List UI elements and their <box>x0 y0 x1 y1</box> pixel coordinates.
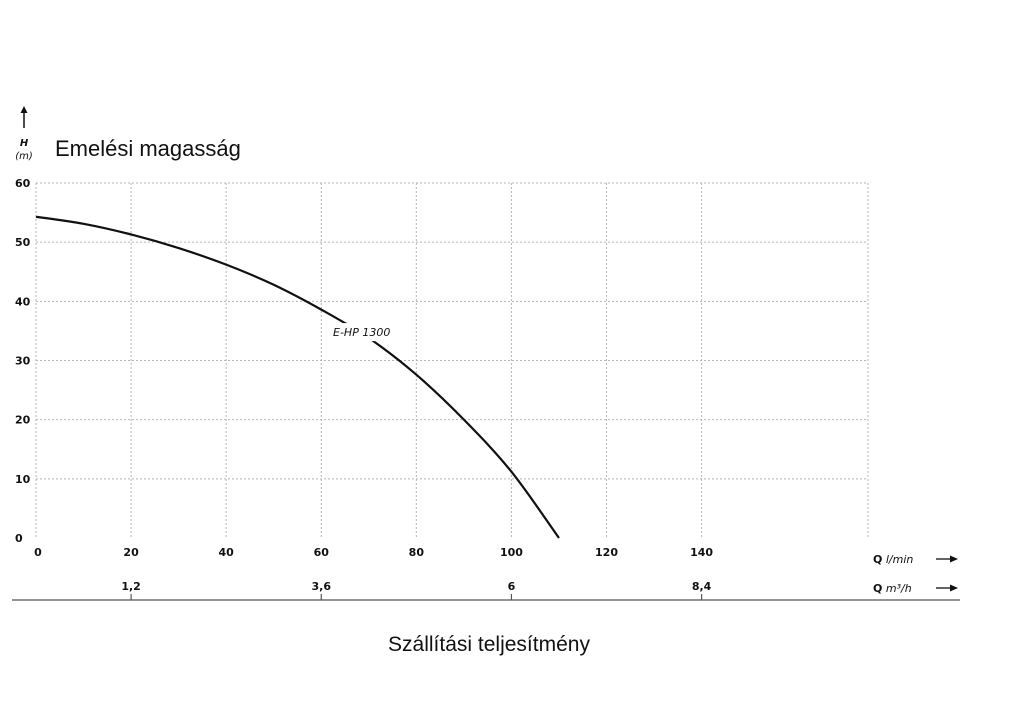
x-tick-label: 60 <box>314 546 330 559</box>
x-tick-label: 20 <box>123 546 139 559</box>
x2-tick-labels: 1,2 3,6 6 8,4 <box>121 580 712 600</box>
y-tick-label: 60 <box>15 177 31 190</box>
x-axis-primary-label: Q l/min <box>873 553 913 566</box>
x-tick-label: 0 <box>34 546 42 559</box>
x-tick-labels: 0 20 40 60 80 100 120 140 <box>34 546 713 559</box>
y-tick-label: 30 <box>15 355 31 368</box>
x2-tick-label: 8,4 <box>692 580 712 593</box>
x-axis-secondary-label: Q m³/h <box>873 582 912 595</box>
x-axis-primary-unit: l/min <box>886 553 914 566</box>
x-tick-label: 140 <box>690 546 713 559</box>
y-tick-label: 0 <box>15 532 23 545</box>
x-tick-label: 120 <box>595 546 618 559</box>
chart-title: Emelési magasság <box>55 136 241 161</box>
grid <box>35 182 869 538</box>
y-tick-label: 50 <box>15 236 31 249</box>
series-label: E-HP 1300 <box>333 326 390 339</box>
x2-tick-label: 1,2 <box>121 580 141 593</box>
x-tick-label: 40 <box>219 546 235 559</box>
y-tick-label: 20 <box>15 414 31 427</box>
y-tick-labels: 0 10 20 30 40 50 60 <box>15 177 31 545</box>
series-line <box>35 215 560 539</box>
series-layer: E-HP 1300 <box>35 215 560 539</box>
x-axis-secondary-unit: m³/h <box>886 582 912 595</box>
x2-tick-label: 3,6 <box>312 580 332 593</box>
x-axis-secondary-symbol: Q <box>873 582 882 595</box>
y-tick-label: 10 <box>15 473 31 486</box>
y-axis-symbol: H <box>20 138 29 149</box>
x-tick-label: 80 <box>409 546 425 559</box>
x-tick-label: 100 <box>500 546 523 559</box>
x-axis-secondary-arrow <box>936 584 958 592</box>
series-label-bg <box>331 323 394 342</box>
y-axis-unit: (m) <box>15 151 33 162</box>
y-tick-label: 40 <box>15 295 31 308</box>
x2-tick-label: 6 <box>508 580 516 593</box>
x-axis-title: Szállítási teljesítmény <box>388 633 590 656</box>
y-axis-arrow <box>20 106 28 128</box>
x-axis-primary-symbol: Q <box>873 553 882 566</box>
x-axis-primary-arrow <box>936 555 958 563</box>
